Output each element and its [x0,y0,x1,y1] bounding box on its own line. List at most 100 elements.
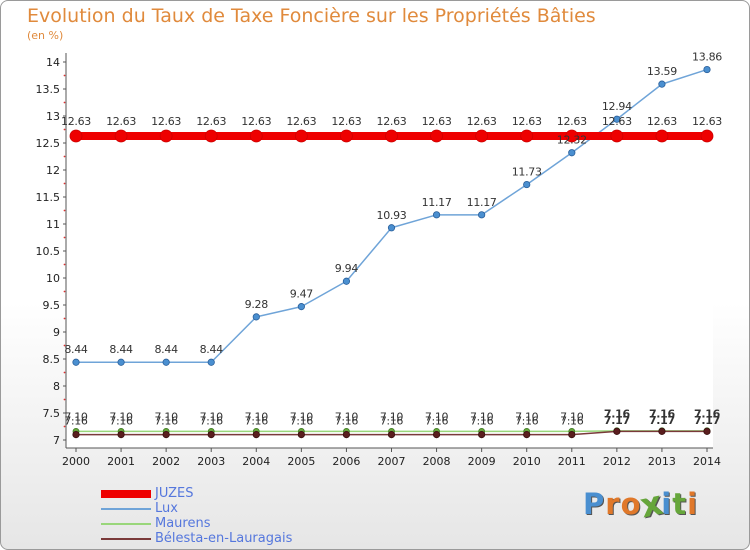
x-tick-label: 2013 [648,455,676,468]
data-point-belesta-en-lauragais [432,430,441,439]
y-minor-tick [63,317,66,320]
data-point-juzes [700,129,714,143]
data-label-juzes: 12.63 [61,115,91,128]
logo-letter: P [583,487,606,521]
data-point-lux [478,211,486,219]
y-tick-label: 13.5 [36,83,61,96]
y-minor-tick [63,182,66,185]
data-label-maurens: 7.16 [560,414,584,427]
y-tick-label: 14 [46,56,60,69]
data-point-lux [252,313,260,321]
data-point-belesta-en-lauragais [252,430,260,439]
plot-area [66,53,713,448]
data-point-belesta-en-lauragais [72,430,80,439]
y-minor-tick [63,236,66,239]
data-label-belesta-en-lauragais: 7.10 [109,411,133,424]
y-tick-label: 12.5 [36,137,61,150]
y-minor-tick [63,74,66,77]
data-point-juzes [69,129,83,143]
data-label-belesta-en-lauragais: 7.16 [649,407,676,420]
data-label-maurens: 7.16 [515,414,539,427]
data-point-lux [568,149,576,157]
data-point-juzes [340,129,353,143]
data-label-belesta-en-lauragais: 7.10 [425,411,449,424]
data-label-juzes: 12.63 [602,115,632,128]
chart-title: Evolution du Taux de Taxe Foncière sur l… [27,5,596,27]
data-label-lux: 12.94 [602,100,632,113]
y-minor-tick [63,290,66,293]
data-label-maurens: 7.16 [380,414,404,427]
data-label-maurens: 7.17 [649,414,675,427]
y-tick-label: 10.5 [36,245,61,258]
data-label-juzes: 12.63 [467,115,497,128]
data-label-maurens: 7.16 [470,414,494,427]
data-label-maurens: 7.16 [109,414,133,427]
data-label-juzes: 12.63 [106,115,136,128]
data-label-lux: 13.86 [692,51,722,64]
y-tick-label: 7 [53,434,60,447]
data-point-lux [72,358,80,366]
data-point-juzes [520,129,534,143]
data-label-juzes: 12.63 [377,115,407,128]
data-point-juzes [385,129,398,143]
data-point-belesta-en-lauragais [568,430,576,439]
data-label-lux: 8.44 [200,343,224,356]
data-label-belesta-en-lauragais: 7.10 [200,411,224,424]
data-label-lux: 8.44 [154,343,178,356]
x-tick-label: 2003 [197,455,225,468]
data-label-maurens: 7.17 [694,414,720,427]
y-tick-label: 10 [46,272,60,285]
data-point-juzes [430,129,443,143]
data-label-maurens: 7.16 [154,414,178,427]
x-tick-label: 2008 [423,455,451,468]
x-tick-label: 2010 [513,455,541,468]
data-point-juzes [204,129,218,143]
legend-swatch [101,523,151,525]
data-label-maurens: 7.16 [425,414,449,427]
legend-swatch [101,490,151,498]
data-point-lux [658,80,666,88]
data-label-lux: 11.17 [422,196,452,209]
data-label-lux: 11.73 [512,166,542,179]
logo-letter: i [661,487,673,521]
data-point-belesta-en-lauragais [207,430,215,439]
data-label-belesta-en-lauragais: 7.16 [694,407,721,420]
data-label-juzes: 12.63 [422,115,452,128]
y-tick-label: 9 [53,326,60,339]
data-point-belesta-en-lauragais [703,427,711,435]
x-tick-label: 2004 [242,455,270,468]
data-point-lux [342,277,351,285]
data-point-juzes [475,129,489,143]
proxiti-logo: Proxiti [583,483,698,526]
x-tick-label: 2009 [468,455,496,468]
data-point-belesta-en-lauragais [387,430,396,439]
data-point-lux [523,180,531,189]
x-tick-label: 2005 [287,455,315,468]
data-label-lux: 8.44 [64,343,88,356]
logo-letter: o [620,487,642,521]
data-point-belesta-en-lauragais [613,427,621,435]
x-tick-label: 2006 [332,455,360,468]
data-point-belesta-en-lauragais [342,430,351,439]
y-tick-label: 8 [53,380,60,393]
data-label-juzes: 12.63 [196,115,226,128]
data-point-lux [207,358,215,366]
y-tick-label: 9.5 [43,299,61,312]
data-label-juzes: 12.63 [557,115,587,128]
x-tick-label: 2014 [693,455,721,468]
data-label-belesta-en-lauragais: 7.10 [380,411,404,424]
data-point-juzes [565,129,579,143]
data-point-juzes [610,129,624,143]
data-label-belesta-en-lauragais: 7.16 [604,407,631,420]
y-minor-tick [63,101,66,104]
y-minor-tick [63,209,66,212]
data-label-lux: 12.32 [557,134,587,147]
data-point-lux [432,211,441,219]
data-label-belesta-en-lauragais: 7.10 [64,411,88,424]
data-label-juzes: 12.63 [286,115,316,128]
x-tick-label: 2011 [558,455,586,468]
data-label-lux: 9.47 [290,288,314,301]
y-minor-tick [63,425,66,428]
data-point-juzes [114,129,128,143]
